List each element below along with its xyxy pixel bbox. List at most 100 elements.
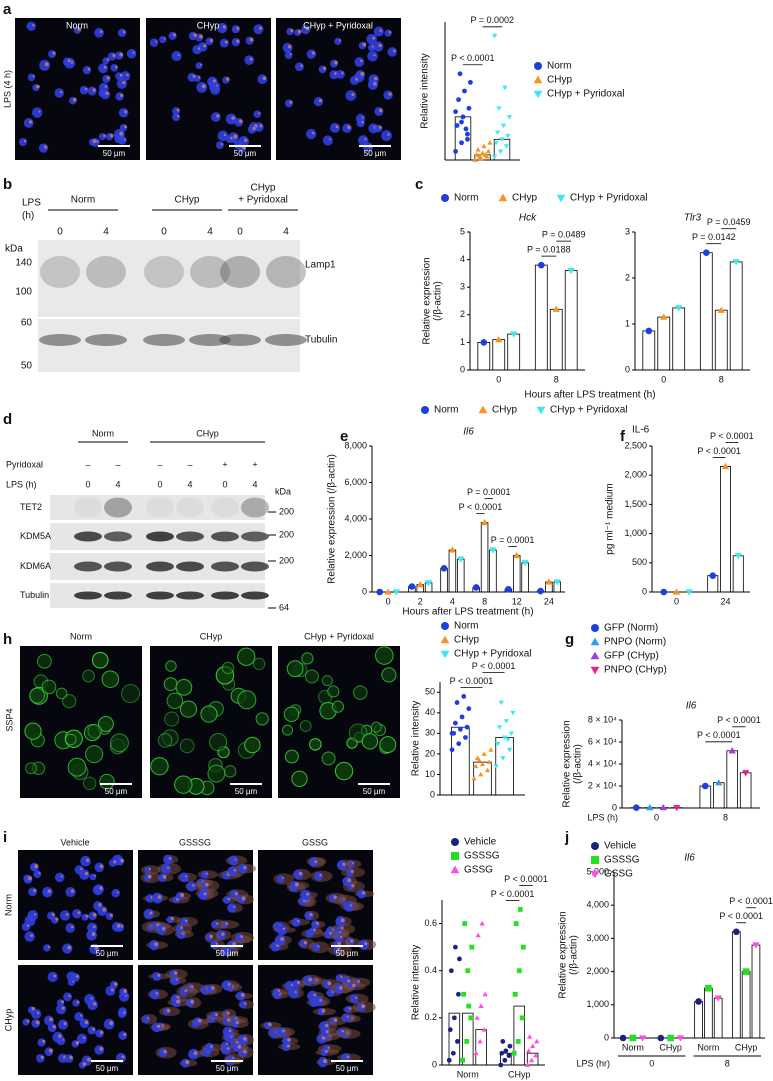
mean-marker (521, 560, 529, 567)
mean-marker (619, 1034, 627, 1042)
legend-label: PNPO (Norm) (604, 637, 666, 648)
nucleus (227, 903, 237, 913)
cell (381, 667, 397, 683)
header: LPS (22, 198, 41, 209)
legend-label: GSSG (604, 869, 633, 880)
speckle (249, 37, 254, 42)
bar (521, 562, 529, 593)
marker-label: 200 (279, 506, 294, 516)
cell (200, 705, 218, 723)
nucleus (284, 51, 293, 60)
nucleus (26, 21, 37, 31)
speckle (328, 138, 331, 141)
nucleus (282, 42, 293, 53)
nucleus (367, 50, 378, 62)
speckle (201, 84, 206, 89)
speckle (77, 911, 81, 915)
nucleus (222, 896, 231, 904)
mean-marker (742, 968, 750, 975)
mean-marker (392, 589, 401, 596)
y-tick-label: 6,000 (344, 477, 367, 487)
mean-marker (489, 547, 497, 554)
speckle (319, 998, 322, 1002)
marker-label: 64 (279, 602, 289, 612)
y-tick-label: 2,000 (344, 550, 367, 560)
nucleus (141, 1015, 151, 1024)
speckle (378, 43, 382, 48)
panel-label: a (3, 1, 12, 18)
legend-label: Norm (434, 405, 458, 416)
nucleus (220, 945, 232, 956)
lane-label: 0 (85, 479, 90, 489)
data-point (486, 759, 492, 765)
lane-label: + (222, 459, 227, 469)
scale-bar-label: 50 μm (336, 949, 359, 958)
speckle (32, 23, 35, 27)
nucleus (152, 971, 162, 982)
mean-marker (715, 779, 723, 786)
data-point (453, 148, 458, 154)
y-tick-label: 30 (425, 728, 435, 738)
legend-label: Vehicle (464, 837, 497, 848)
speckle (379, 29, 383, 32)
lane-label: 0 (157, 479, 162, 489)
data-point (465, 968, 471, 974)
speckle (258, 26, 263, 30)
speckle (294, 990, 297, 994)
nucleus (210, 940, 220, 950)
nucleus (79, 869, 90, 880)
image-title: CHyp + Pyridoxal (304, 631, 374, 641)
scale-bar-label: 50 μm (216, 949, 239, 958)
speckle (361, 120, 364, 124)
mean-marker (673, 805, 681, 812)
speckle (26, 924, 30, 928)
nucleus (117, 28, 127, 38)
speckle (105, 91, 109, 96)
speckle (294, 882, 299, 887)
speckle (341, 72, 344, 75)
speckle (123, 989, 128, 993)
y-tick-label: 0.4 (424, 965, 437, 975)
bar (495, 737, 514, 796)
speckle (346, 1055, 350, 1059)
speckle (315, 921, 319, 926)
speckle (177, 53, 180, 57)
data-point (462, 88, 467, 94)
mean-marker (513, 551, 521, 559)
speckle (340, 918, 345, 923)
cell (321, 751, 336, 766)
y-tick-label: 2 (625, 272, 630, 282)
band-label: KDM5A (20, 531, 51, 541)
data-point (456, 991, 461, 997)
speckle (124, 125, 128, 129)
y-tick-label: 50 (425, 687, 435, 697)
data-point (520, 944, 526, 950)
legend-marker (590, 637, 600, 646)
panel-label: i (3, 829, 7, 846)
legend-label: GSSG (464, 865, 493, 876)
data-point (481, 143, 487, 149)
speckle (148, 867, 151, 871)
speckle (166, 866, 170, 870)
group-label: Norm (92, 428, 114, 438)
speckle (92, 1002, 97, 1006)
band (146, 561, 174, 572)
lane-label: 4 (207, 227, 213, 238)
cell (179, 700, 198, 718)
data-point (468, 79, 473, 85)
data-point (534, 1038, 540, 1044)
speckle (184, 989, 188, 993)
bar (513, 1005, 526, 1066)
speckle (355, 996, 358, 999)
nucleus (228, 855, 239, 866)
speckle (157, 1024, 161, 1028)
speckle (68, 994, 71, 998)
y-tick-label: 1,000 (586, 999, 609, 1009)
bar (526, 1052, 539, 1066)
p-value: P < 0.0001 (729, 896, 773, 906)
legend-marker (440, 635, 450, 644)
nucleus (356, 119, 365, 128)
data-point (505, 133, 511, 139)
speckle (338, 986, 343, 990)
mean-marker (645, 327, 653, 335)
